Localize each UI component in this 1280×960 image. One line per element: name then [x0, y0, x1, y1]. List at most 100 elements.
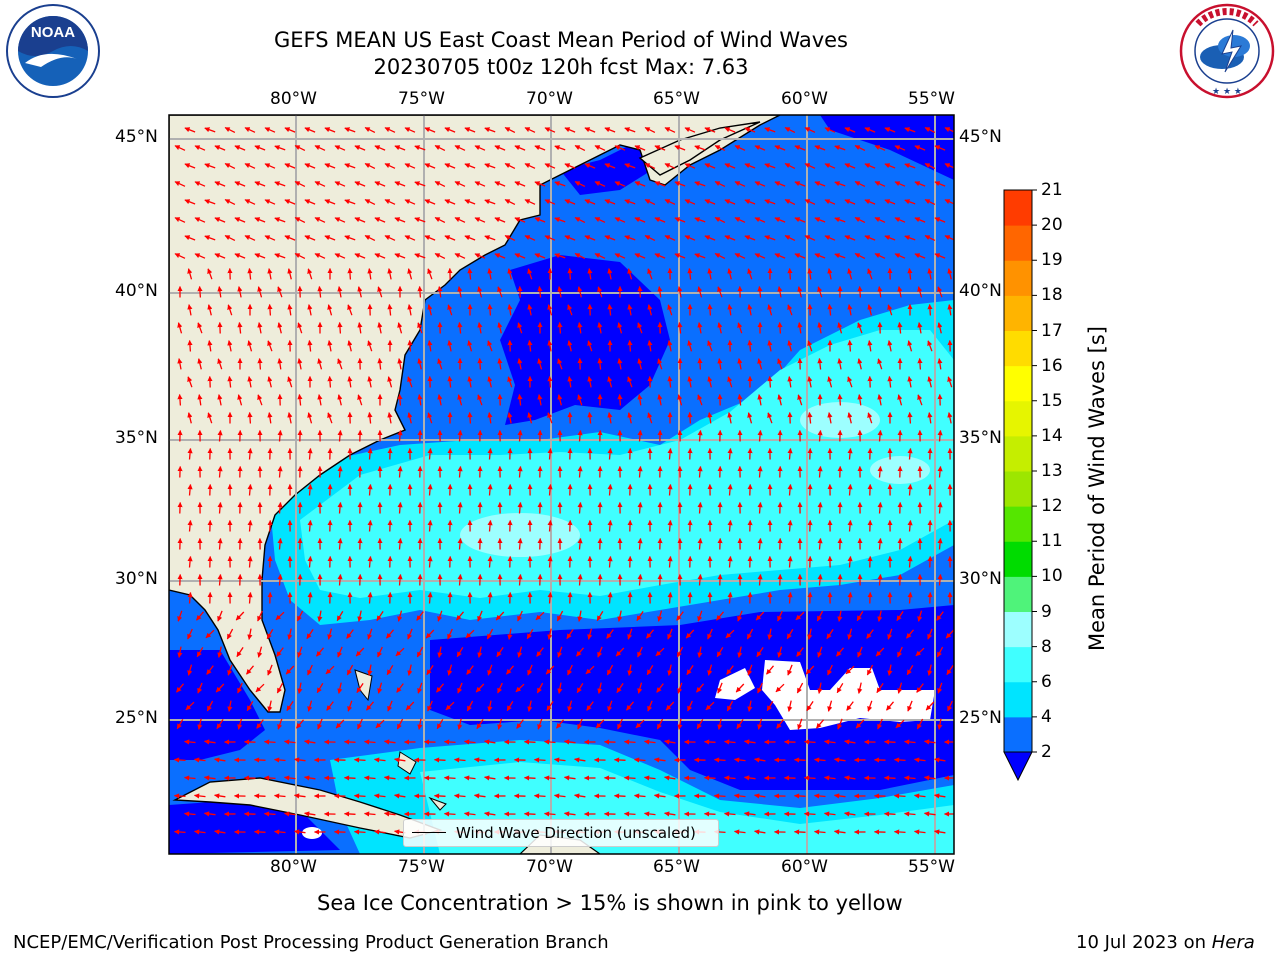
wave-direction-arrow — [727, 268, 733, 280]
wave-direction-arrow — [244, 235, 256, 241]
wave-direction-arrow — [717, 322, 723, 334]
wave-direction-arrow — [254, 181, 266, 187]
wave-direction-arrow — [654, 253, 666, 259]
wave-direction-arrow — [534, 253, 546, 259]
wave-direction-arrow — [637, 537, 643, 550]
wave-direction-arrow — [277, 501, 283, 514]
wave-direction-arrow — [707, 628, 713, 640]
wave-direction-arrow — [704, 199, 716, 205]
wave-direction-arrow — [364, 199, 376, 205]
colorbar-segment — [1004, 506, 1032, 542]
map-title: GEFS MEAN US East Coast Mean Period of W… — [274, 28, 848, 52]
wave-direction-arrow — [444, 199, 456, 205]
wave-direction-arrow — [684, 235, 696, 241]
wave-direction-arrow — [177, 322, 183, 334]
wave-direction-arrow — [253, 757, 266, 763]
wave-direction-arrow — [494, 181, 506, 187]
wave-direction-arrow — [636, 611, 644, 622]
lon-label-top: 75°W — [398, 89, 445, 109]
wave-direction-arrow — [657, 358, 663, 370]
wave-direction-arrow — [547, 304, 553, 316]
wave-direction-arrow — [194, 217, 206, 223]
wave-direction-arrow — [697, 573, 703, 586]
wave-direction-arrow — [777, 610, 783, 622]
wave-direction-arrow — [467, 411, 473, 424]
wave-direction-arrow — [584, 199, 596, 205]
wave-direction-arrow — [857, 394, 863, 406]
wave-direction-arrow — [554, 181, 566, 187]
wave-direction-arrow — [874, 217, 886, 223]
wave-direction-arrow — [377, 322, 383, 334]
wave-direction-arrow — [465, 629, 475, 639]
wave-direction-arrow — [707, 412, 713, 424]
wave-direction-arrow — [624, 199, 636, 205]
wave-direction-arrow — [857, 322, 863, 334]
wave-direction-arrow — [567, 267, 573, 280]
wave-direction-arrow — [277, 537, 283, 550]
wave-direction-arrow — [554, 145, 566, 151]
wave-direction-arrow — [687, 376, 693, 388]
wave-direction-arrow — [854, 217, 866, 223]
wave-direction-arrow — [264, 163, 276, 169]
wave-direction-arrow — [737, 610, 743, 622]
wave-direction-arrow — [217, 501, 223, 514]
wave-direction-arrow — [247, 628, 253, 640]
wave-direction-arrow — [367, 591, 373, 604]
wave-direction-arrow — [623, 739, 636, 745]
wave-direction-arrow — [937, 573, 943, 586]
wave-direction-arrow — [277, 286, 283, 298]
wave-direction-arrow — [354, 217, 366, 223]
wave-direction-arrow — [757, 285, 763, 298]
wave-direction-arrow — [817, 286, 823, 298]
wave-direction-arrow — [764, 163, 776, 169]
wave-direction-arrow — [307, 519, 313, 532]
wave-direction-arrow — [803, 775, 816, 781]
wave-direction-arrow — [197, 358, 203, 370]
wave-direction-arrow — [237, 286, 243, 298]
wave-direction-arrow — [617, 322, 623, 334]
wave-direction-arrow — [684, 127, 696, 133]
wind-wave-arrows — [173, 127, 954, 835]
wave-direction-arrow — [646, 629, 654, 639]
wave-direction-arrow — [477, 357, 483, 370]
wave-direction-arrow — [674, 181, 686, 187]
wave-direction-arrow — [754, 253, 766, 259]
wave-direction-arrow — [507, 376, 513, 388]
wave-direction-arrow — [755, 611, 765, 621]
wave-direction-arrow — [624, 235, 636, 241]
wave-direction-arrow — [727, 447, 733, 460]
wave-direction-arrow — [257, 286, 263, 298]
wave-direction-arrow — [787, 267, 793, 280]
wave-direction-arrow — [657, 394, 663, 406]
wave-direction-arrow — [354, 181, 366, 187]
wave-direction-arrow — [757, 501, 763, 514]
wave-direction-arrow — [727, 591, 733, 604]
wave-direction-arrow — [716, 646, 724, 658]
wave-direction-arrow — [544, 199, 556, 205]
wave-direction-arrow — [584, 127, 596, 133]
wave-direction-arrow — [627, 268, 633, 280]
wave-direction-arrow — [887, 304, 893, 316]
wave-direction-arrow — [425, 629, 435, 639]
wave-direction-arrow — [834, 217, 846, 223]
wave-direction-arrow — [284, 235, 296, 241]
wave-direction-arrow — [314, 217, 326, 223]
wave-direction-arrow — [214, 181, 226, 187]
wave-direction-arrow — [367, 519, 373, 532]
wave-direction-arrow — [867, 268, 873, 280]
wave-direction-arrow — [514, 217, 526, 223]
lat-label-right: 30°N — [959, 569, 1002, 589]
wave-direction-arrow — [794, 181, 806, 187]
wave-direction-arrow — [284, 127, 296, 133]
wave-direction-arrow — [204, 199, 216, 205]
wave-direction-arrow — [547, 412, 553, 424]
wave-direction-arrow — [267, 340, 273, 352]
wave-direction-arrow — [917, 610, 923, 622]
wave-direction-arrow — [857, 358, 863, 370]
wave-direction-arrow — [877, 610, 883, 622]
wave-direction-arrow — [697, 394, 703, 406]
wave-direction-arrow — [667, 555, 673, 568]
wave-direction-arrow — [607, 376, 613, 388]
wave-direction-arrow — [217, 610, 223, 622]
wave-direction-arrow — [847, 519, 853, 532]
